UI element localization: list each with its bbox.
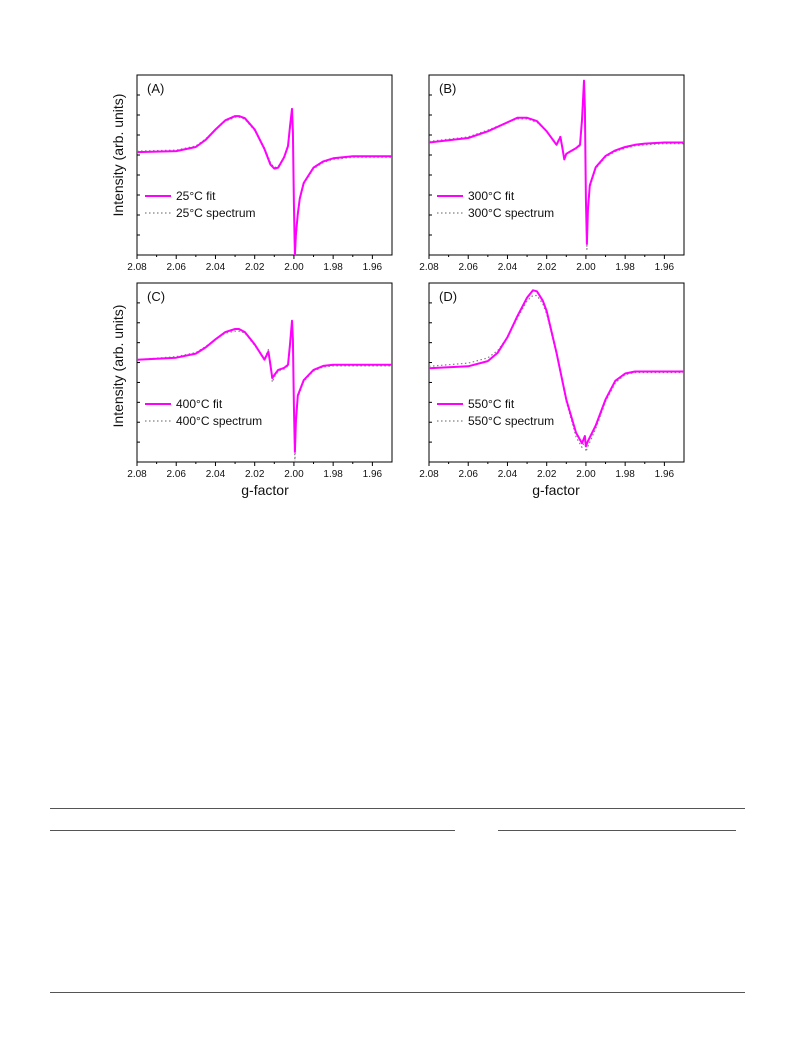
panel-1-legend-label: 25°C spectrum	[176, 206, 256, 220]
panel-1: 2.08 2.06 2.04 2.02 2.00 1.98 1.96 (A) 25°C fit 2…	[127, 74, 393, 273]
panel-2-x-tick-label: 2.00	[576, 262, 596, 273]
panel-3-x-tick-label: 2.08	[127, 469, 147, 480]
panel-1-label: (A)	[147, 81, 164, 96]
panel-4-x-tick-label: 2.02	[537, 469, 557, 480]
page-rule-left	[50, 830, 455, 831]
panel-3-legend-label: 400°C fit	[176, 397, 223, 411]
panel-3-x-tick-label: 1.96	[363, 469, 383, 480]
page-rule-right	[498, 830, 736, 831]
panel-2-spectrum-line	[429, 85, 684, 250]
panel-1-x-tick-label: 1.96	[363, 262, 383, 273]
panel-1-x-tick-label: 2.00	[284, 262, 304, 273]
panels-layer: 2.08 2.06 2.04 2.02 2.00 1.98 1.96 (A) 25°C fit 2…	[127, 74, 685, 480]
panel-3-x-tick-label: 1.98	[323, 469, 343, 480]
panel-2-fit-line	[429, 79, 684, 245]
panel-2-x-tick-label: 2.04	[498, 262, 518, 273]
panel-4-legend-label: 550°C fit	[468, 397, 515, 411]
panel-1-x-tick-label: 2.08	[127, 262, 147, 273]
panel-1-x-tick-label: 2.06	[166, 262, 186, 273]
panel-4-x-tick-label: 2.06	[458, 469, 478, 480]
panel-4: 2.08 2.06 2.04 2.02 2.00 1.98 1.96 (D) 550°C fit…	[419, 282, 685, 480]
x-axis-label-left: g-factor	[241, 482, 289, 498]
panel-2-x-tick-label: 1.98	[615, 262, 635, 273]
panel-2-x-tick-label: 2.02	[537, 262, 557, 273]
panel-3-legend-label: 400°C spectrum	[176, 414, 262, 428]
panel-1-fit-line	[137, 107, 392, 255]
panel-4-x-tick-label: 1.96	[655, 469, 675, 480]
panel-4-label: (D)	[439, 289, 457, 304]
panel-3: 2.08 2.06 2.04 2.02 2.00 1.98 1.96 (C) 400°C fit…	[127, 282, 393, 480]
panel-4-x-tick-label: 2.08	[419, 469, 439, 480]
y-axis-label-top: Intensity (arb. units)	[110, 94, 126, 217]
panel-4-x-tick-label: 2.00	[576, 469, 596, 480]
panel-4-x-tick-label: 2.04	[498, 469, 518, 480]
page-rule-bottom	[50, 992, 745, 993]
panel-2-legend-label: 300°C spectrum	[468, 206, 554, 220]
panel-4-x-tick-label: 1.98	[615, 469, 635, 480]
page-rule-full	[50, 808, 745, 809]
panel-3-x-tick-label: 2.00	[284, 469, 304, 480]
panel-3-x-tick-label: 2.02	[245, 469, 265, 480]
panel-2: 2.08 2.06 2.04 2.02 2.00 1.98 1.96 (B) 300°C fit…	[419, 74, 685, 273]
x-axis-label-right: g-factor	[532, 482, 580, 498]
panel-2-x-tick-label: 2.06	[458, 262, 478, 273]
panel-3-x-tick-label: 2.04	[206, 469, 226, 480]
panel-3-x-tick-label: 2.06	[166, 469, 186, 480]
panel-1-legend-label: 25°C fit	[176, 189, 216, 203]
panel-1-x-tick-label: 2.02	[245, 262, 265, 273]
panel-2-x-tick-label: 1.96	[655, 262, 675, 273]
panel-1-spectrum-line	[137, 112, 392, 255]
panel-2-x-tick-label: 2.08	[419, 262, 439, 273]
panel-1-x-tick-label: 1.98	[323, 262, 343, 273]
panel-2-frame	[428, 74, 685, 256]
panel-4-spectrum-line	[429, 294, 684, 453]
panel-1-frame	[136, 74, 393, 256]
panel-2-label: (B)	[439, 81, 456, 96]
panel-3-fit-line	[137, 319, 392, 453]
y-axis-label-bottom: Intensity (arb. units)	[110, 305, 126, 428]
panel-3-spectrum-line	[137, 324, 392, 462]
panel-2-legend-label: 300°C fit	[468, 189, 515, 203]
panel-3-label: (C)	[147, 289, 165, 304]
panel-4-fit-line	[429, 289, 684, 448]
panel-3-frame	[136, 282, 393, 463]
panel-1-x-tick-label: 2.04	[206, 262, 226, 273]
panel-4-legend-label: 550°C spectrum	[468, 414, 554, 428]
